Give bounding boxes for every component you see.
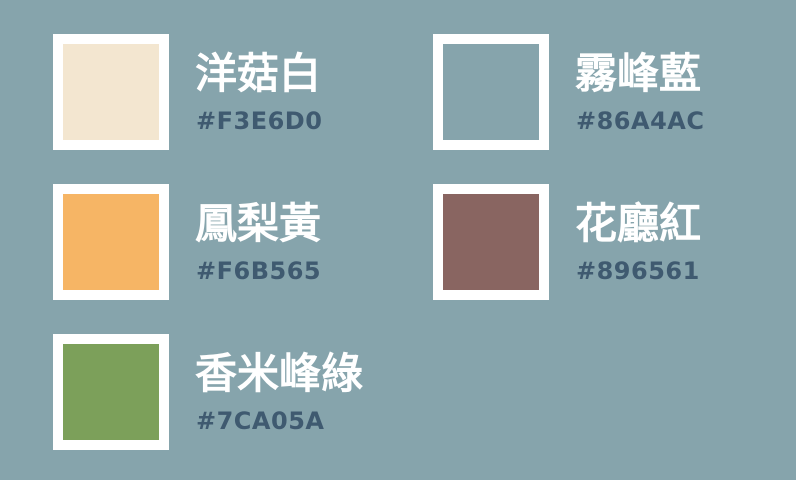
swatch-item-5: 香米峰綠 #7CA05A [53,334,413,452]
color-swatch [443,44,539,140]
swatch-frame [53,334,169,450]
swatch-frame [433,184,549,300]
color-hex-code: #F3E6D0 [196,107,323,135]
color-name: 霧峰藍 [575,49,702,98]
color-swatch [63,344,159,440]
color-name: 洋菇白 [195,49,322,98]
color-swatch [443,194,539,290]
color-hex-code: #7CA05A [196,407,325,435]
color-name: 鳳梨黃 [195,199,322,248]
color-name: 花廳紅 [575,199,702,248]
swatch-item-1: 洋菇白 #F3E6D0 [53,34,413,152]
color-swatch [63,194,159,290]
color-hex-code: #86A4AC [576,107,705,135]
color-hex-code: #896561 [576,257,700,285]
swatch-item-3: 鳳梨黃 #F6B565 [53,184,413,302]
color-hex-code: #F6B565 [196,257,322,285]
swatch-frame [53,34,169,150]
swatch-frame [53,184,169,300]
color-swatch [63,44,159,140]
swatch-frame [433,34,549,150]
swatch-item-4: 花廳紅 #896561 [433,184,793,302]
color-name: 香米峰綠 [195,349,364,398]
swatch-item-2: 霧峰藍 #86A4AC [433,34,793,152]
